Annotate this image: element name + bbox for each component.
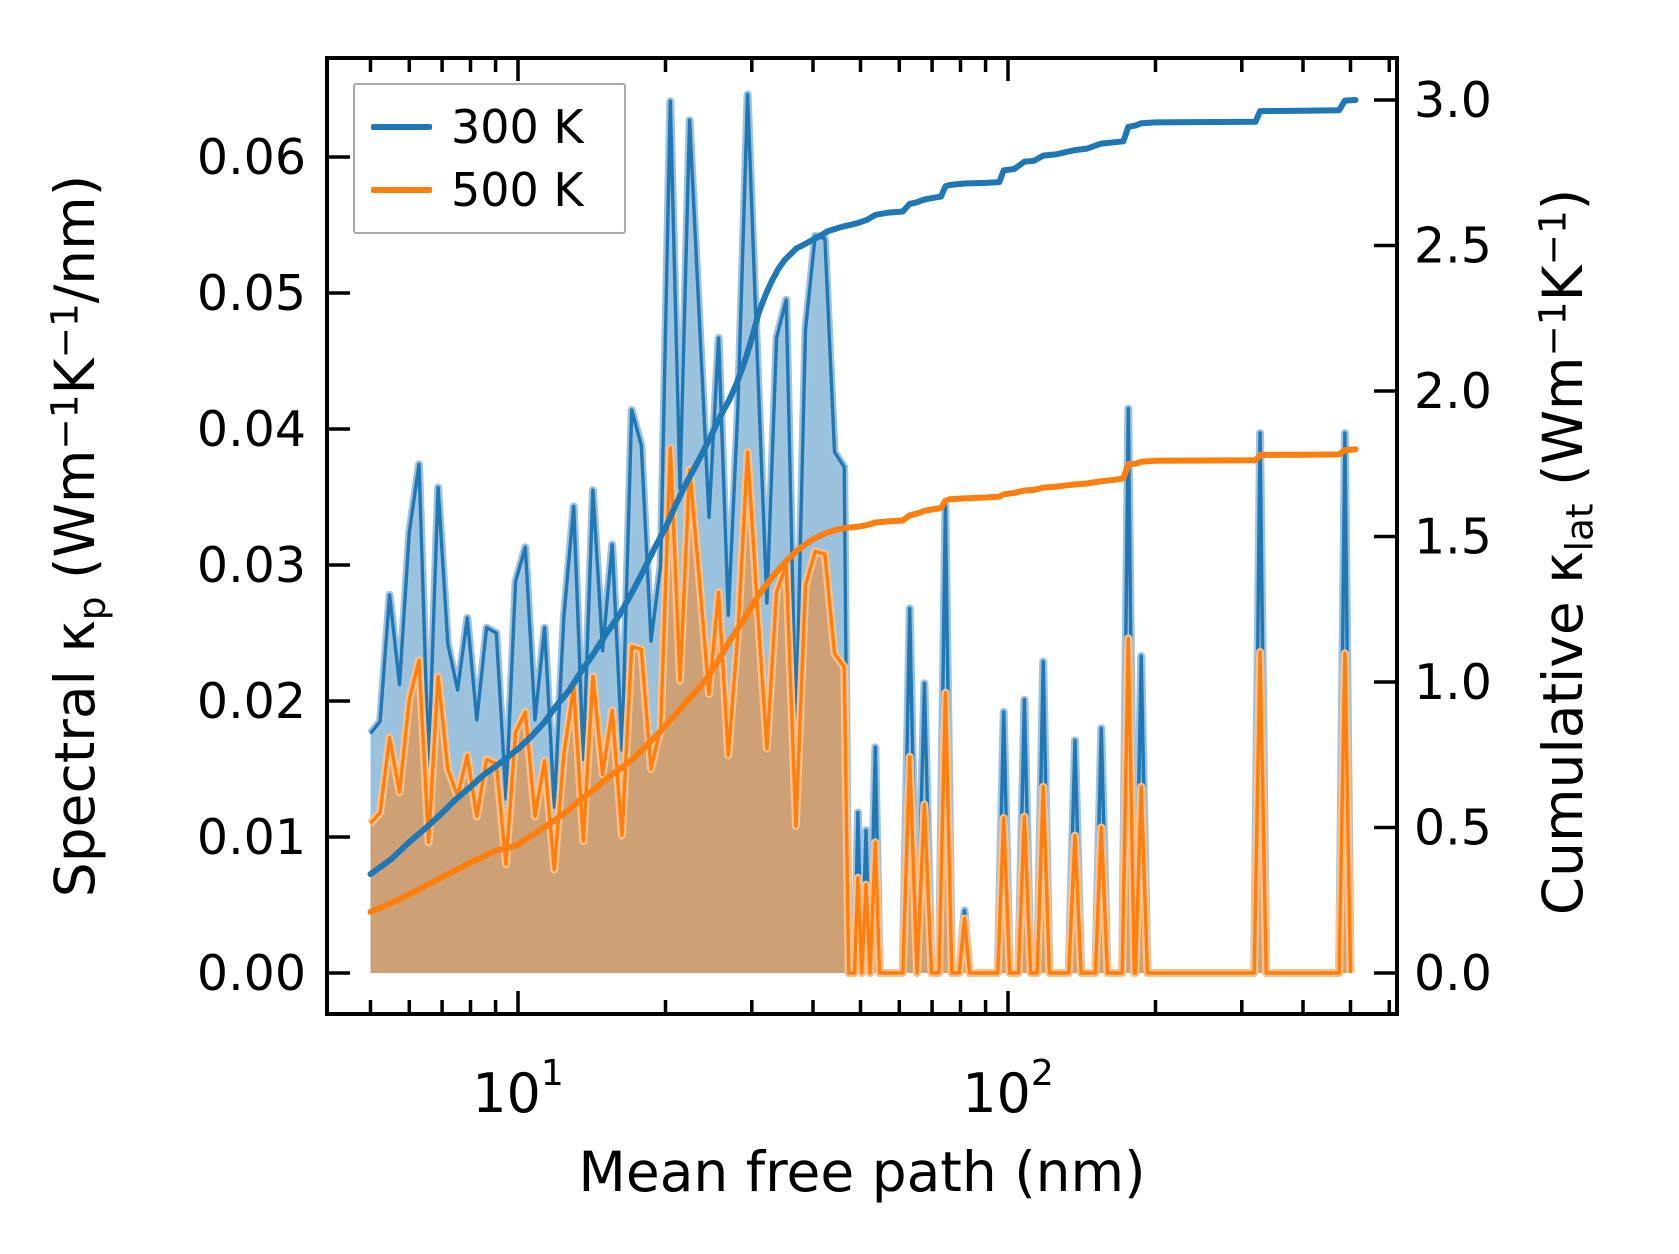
axes-spines xyxy=(325,56,1399,1016)
y-left-tick-label: 0.01 xyxy=(197,809,306,866)
spectral-line-500k xyxy=(369,446,1353,975)
legend-item-300k: 300 K xyxy=(371,104,624,150)
x-tick-label: 101 xyxy=(472,1053,564,1125)
y-right-tick-label: 1.5 xyxy=(1414,509,1492,566)
y-right-tick-label: 1.0 xyxy=(1414,654,1492,711)
y-right-tick-label: 3.0 xyxy=(1414,72,1492,129)
y-left-text: K xyxy=(43,358,108,395)
y-left-tick-label: 0.05 xyxy=(197,265,306,322)
series-layer xyxy=(367,90,1359,977)
y-left-tick-label: 0.00 xyxy=(197,945,306,1002)
y-left-tick-label: 0.03 xyxy=(197,537,306,594)
y-right-tick-label: 0.5 xyxy=(1414,800,1492,857)
y-left-sup: −1 xyxy=(42,394,87,450)
legend-label-500k: 500 K xyxy=(451,163,584,218)
y-left-text: Spectral κ xyxy=(43,620,108,898)
y-left-sub: p xyxy=(69,596,114,621)
cumulative-line-300k xyxy=(367,97,1359,878)
y-right-text: K xyxy=(1531,265,1596,302)
y-left-tick-label: 0.04 xyxy=(197,401,306,458)
y-right-text: Cumulative κ xyxy=(1531,551,1596,916)
legend: 300 K 500 K xyxy=(353,83,626,234)
legend-item-500k: 500 K xyxy=(371,167,624,213)
legend-label-300k: 300 K xyxy=(451,99,584,154)
y-right-sub: lat xyxy=(1557,503,1602,552)
y-left-text: /nm) xyxy=(43,174,108,304)
y-right-sup: −1 xyxy=(1530,301,1575,357)
y-left-text: (Wm xyxy=(43,449,108,597)
spectral-line-300k xyxy=(369,92,1353,975)
x-axis-label: Mean free path (nm) xyxy=(578,1140,1146,1204)
x-tick-label: 102 xyxy=(962,1053,1054,1125)
y-axis-label-right: Cumulative κlat (Wm−1K−1) xyxy=(1530,189,1601,915)
y-right-tick-label: 2.5 xyxy=(1414,218,1492,275)
spectral-fill-500k xyxy=(370,448,1351,973)
cumulative-line-500k xyxy=(367,446,1359,915)
y-left-tick-label: 0.06 xyxy=(197,129,306,186)
legend-line-500k xyxy=(371,187,432,194)
y-right-text: ) xyxy=(1531,188,1596,211)
y-right-tick-label: 2.0 xyxy=(1414,363,1492,420)
y-right-tick-label: 0.0 xyxy=(1414,945,1492,1002)
y-axis-label-left: Spectral κp (Wm−1K−1/nm) xyxy=(42,175,113,897)
y-right-text: (Wm xyxy=(1531,356,1596,504)
y-left-tick-label: 0.02 xyxy=(197,673,306,730)
y-left-sup: −1 xyxy=(42,303,87,359)
legend-line-300k xyxy=(371,123,432,130)
y-right-sup: −1 xyxy=(1530,210,1575,266)
